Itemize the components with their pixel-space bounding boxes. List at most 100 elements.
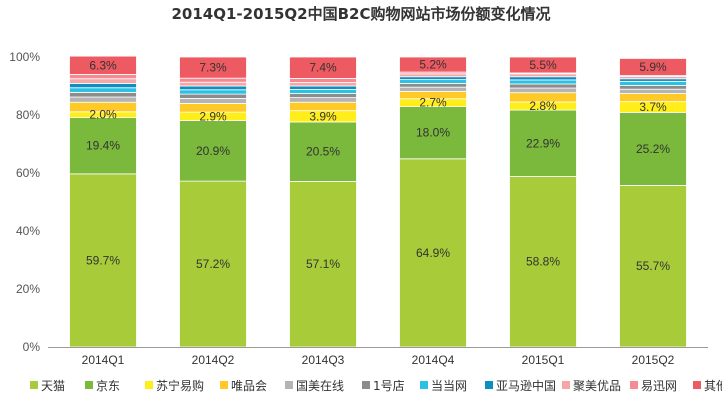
bar-segment <box>289 82 357 87</box>
data-label: 64.9% <box>416 246 450 260</box>
y-tick-label: 40% <box>16 224 40 238</box>
data-labels: 59.7% 19.4% 2.0% 6.3% 57.2% 20.9% 2.9% 7.3% 57.1… <box>86 58 670 274</box>
bar-segment <box>509 83 577 89</box>
legend-swatch <box>220 381 228 389</box>
bar-segment <box>69 96 137 103</box>
data-label: 20.9% <box>196 144 230 158</box>
bar-segment <box>179 77 247 83</box>
data-label: 19.4% <box>86 139 120 153</box>
data-label: 3.7% <box>639 100 667 114</box>
bar-segment <box>179 85 247 91</box>
bar-segment <box>179 93 247 99</box>
bar-segment <box>399 82 467 88</box>
legend-label: 当当网 <box>431 379 467 393</box>
bar-segment <box>179 89 247 95</box>
x-tick-label: 2014Q4 <box>412 353 455 367</box>
y-tick-label: 100% <box>9 50 40 64</box>
x-tick-label: 2014Q2 <box>192 353 235 367</box>
legend-label: 亚马逊中国 <box>496 378 556 393</box>
x-tick-label: 2015Q1 <box>522 353 565 367</box>
legend-label: 苏宁易购 <box>156 378 204 393</box>
x-tick-label: 2014Q3 <box>302 353 345 367</box>
legend-swatch <box>630 381 638 389</box>
bar-segment <box>289 97 357 103</box>
bar-segment <box>289 181 357 348</box>
bar-segment <box>619 58 687 76</box>
data-label: 57.2% <box>196 257 230 271</box>
legend-swatch <box>420 381 428 389</box>
bar-segment <box>619 80 687 86</box>
bar-segment <box>289 78 357 83</box>
bar-segment <box>509 56 577 74</box>
data-label: 57.1% <box>306 257 340 271</box>
data-label: 20.5% <box>306 145 340 159</box>
data-label: 5.9% <box>639 60 667 74</box>
bar-segment <box>619 185 687 348</box>
data-label: 25.2% <box>636 142 670 156</box>
chart-title: 2014Q1-2015Q2中国B2C购物网站市场份额变化情况 <box>172 5 551 23</box>
bar-segment <box>399 79 467 84</box>
legend-swatch <box>362 381 370 389</box>
legend-swatch <box>30 381 38 389</box>
legend-swatch <box>145 381 153 389</box>
bar-segment <box>69 78 137 84</box>
bar-segment <box>619 85 687 90</box>
bar-segment <box>289 93 357 99</box>
legend-label: 聚美优品 <box>573 379 621 393</box>
bar-segment <box>179 56 247 79</box>
bar-segment <box>179 81 247 87</box>
bar-segment <box>509 79 577 85</box>
data-label: 2.9% <box>199 109 227 123</box>
data-label: 2.7% <box>419 96 447 110</box>
bar-segment <box>69 55 137 75</box>
x-tick-label: 2015Q2 <box>632 353 675 367</box>
legend-swatch <box>693 381 701 389</box>
bar-segment <box>289 85 357 90</box>
bars <box>69 55 687 348</box>
legend-label: 1号店 <box>373 379 405 393</box>
bar-segment <box>289 121 357 182</box>
data-label: 58.8% <box>526 255 560 269</box>
bar-segment <box>179 98 247 104</box>
legend-swatch <box>485 381 493 389</box>
data-label: 6.3% <box>89 58 117 72</box>
x-tick-label: 2014Q1 <box>82 353 125 367</box>
data-label: 3.9% <box>309 109 337 123</box>
legend-label: 易迅网 <box>641 379 677 393</box>
bar-segment <box>179 180 247 348</box>
legend: 天猫 京东 苏宁易购 唯品会 国美在线 1号店 当当网 亚马逊中国 聚美优品 易迅网 其他 <box>30 378 722 393</box>
y-tick-label: 0% <box>23 340 41 354</box>
bar-segment <box>509 87 577 94</box>
data-label: 2.0% <box>89 108 117 122</box>
bar-segment <box>399 106 467 160</box>
legend-label: 唯品会 <box>231 379 267 393</box>
bar-segment <box>509 73 577 78</box>
data-label: 2.8% <box>529 99 557 113</box>
bar-segment <box>399 158 467 348</box>
data-label: 59.7% <box>86 253 120 267</box>
y-tick-label: 60% <box>16 166 40 180</box>
legend-label: 其他 <box>704 379 722 393</box>
legend-label: 国美在线 <box>296 379 344 393</box>
legend-swatch <box>285 381 293 389</box>
bar-segment <box>509 176 577 348</box>
legend-swatch <box>85 381 93 389</box>
data-label: 7.3% <box>199 61 227 75</box>
bar-segment <box>619 88 687 94</box>
bar-segment <box>289 56 357 79</box>
legend-label: 京东 <box>96 379 120 393</box>
bar-segment <box>69 82 137 89</box>
bar-segment <box>399 73 467 78</box>
bar-segment <box>399 76 467 81</box>
x-axis: 2014Q1 2014Q2 2014Q3 2014Q4 2015Q1 2015Q2 <box>48 347 708 367</box>
bar-segment <box>509 109 577 177</box>
bar-segment <box>399 86 467 92</box>
bar-segment <box>69 117 137 175</box>
y-tick-label: 20% <box>16 282 40 296</box>
data-label: 22.9% <box>526 136 560 150</box>
data-label: 5.5% <box>529 58 557 72</box>
data-label: 7.4% <box>309 61 337 75</box>
y-tick-label: 80% <box>16 108 40 122</box>
bar-segment <box>69 87 137 93</box>
